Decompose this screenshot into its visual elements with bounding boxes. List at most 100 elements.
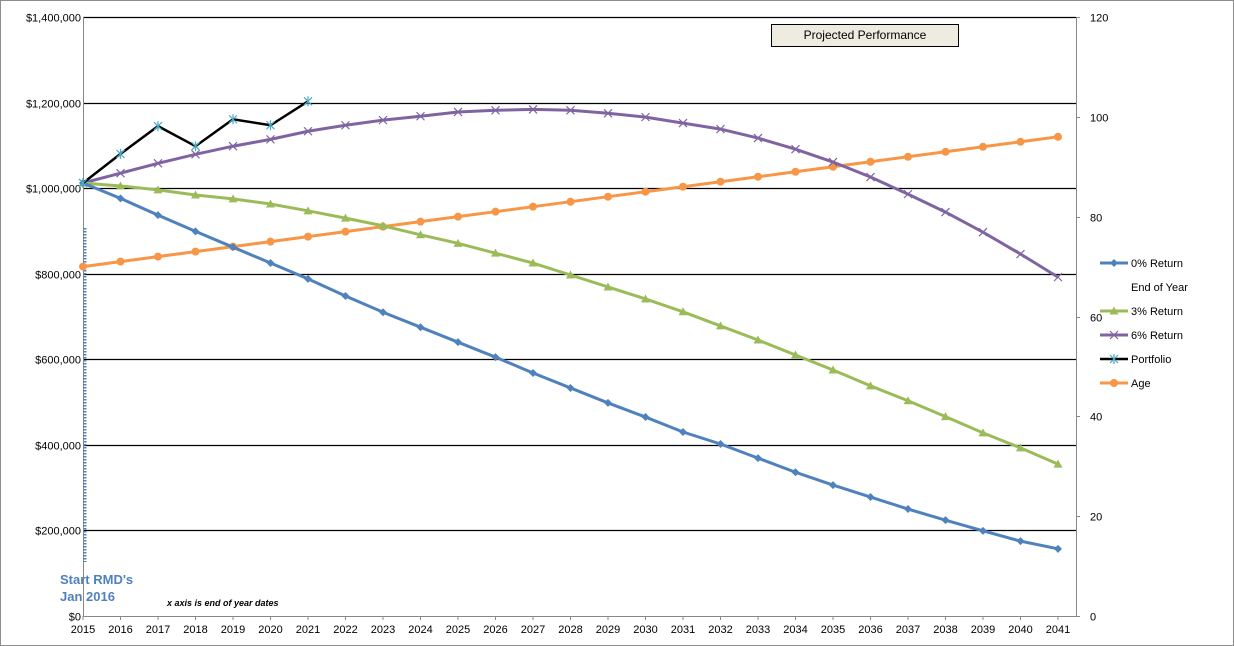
y-right-tick: 20: [1090, 512, 1102, 524]
legend-label: 6% Return: [1131, 330, 1183, 342]
x-tick: 2041: [1046, 624, 1070, 636]
triangle-marker: [641, 294, 650, 303]
y-left-tick: $800,000: [35, 270, 81, 282]
legend-label: Portfolio: [1131, 354, 1171, 366]
y-left-tick: $200,000: [35, 526, 81, 538]
circle-marker: [341, 227, 350, 236]
y-left-tick: $1,200,000: [26, 99, 81, 111]
star-marker: [78, 178, 88, 189]
x-marker: [603, 108, 613, 118]
circle-marker: [754, 172, 762, 181]
y-left-tick: $1,400,000: [26, 13, 81, 25]
x-tick: 2031: [671, 624, 695, 636]
x-marker: [941, 207, 950, 217]
triangle-marker: [153, 185, 163, 194]
triangle-marker: [716, 321, 725, 330]
x-marker: [378, 115, 388, 125]
series-line: [82, 181, 1059, 466]
triangle-marker: [603, 282, 613, 291]
diamond-marker: [1054, 544, 1062, 553]
rmd-annotation: Start RMD's Jan 2016: [60, 571, 133, 605]
x-tick: 2037: [896, 624, 920, 636]
x-tick: 2017: [146, 624, 170, 636]
triangle-marker: [866, 381, 875, 390]
triangle-marker: [791, 350, 800, 359]
x-marker: [791, 144, 800, 154]
diamond-marker: [1016, 537, 1025, 546]
triangle-marker: [1016, 443, 1025, 452]
y-left-tick: $400,000: [35, 441, 81, 453]
circle-marker: [904, 152, 912, 161]
series-3-return[interactable]: [78, 178, 1063, 468]
legend-label: End of Year: [1131, 282, 1188, 294]
diamond-marker: [904, 505, 912, 514]
series-age[interactable]: [79, 132, 1062, 271]
circle-marker: [604, 192, 612, 201]
x-axis-note: x axis is end of year dates: [167, 598, 279, 608]
x-tick: 2028: [558, 624, 582, 636]
series-line: [82, 107, 1059, 279]
star-marker: [1109, 354, 1119, 364]
circle-marker: [641, 187, 650, 196]
triangle-marker: [378, 221, 388, 230]
series-6-return[interactable]: [78, 104, 1063, 282]
x-marker: [1053, 272, 1063, 282]
x-marker: [228, 141, 238, 151]
triangle-marker: [116, 181, 125, 190]
circle-marker: [79, 262, 87, 271]
diamond-marker: [266, 259, 275, 268]
y-left-tick: $1,000,000: [26, 184, 81, 196]
triangle-marker: [1053, 459, 1063, 468]
x-marker: [866, 172, 875, 182]
legend-item[interactable]: Age: [1100, 378, 1151, 390]
triangle-marker: [416, 230, 425, 239]
y-left-tick: $0: [69, 612, 81, 624]
series-portfolio[interactable]: [78, 96, 313, 189]
rmd-annotation-line2: Jan 2016: [60, 589, 115, 604]
diamond-marker: [454, 338, 462, 347]
x-marker: [753, 133, 763, 143]
legend-item[interactable]: End of Year: [1131, 282, 1188, 294]
legend-item[interactable]: Portfolio: [1100, 354, 1171, 366]
x-tick: 2033: [746, 624, 770, 636]
circle-marker: [866, 157, 875, 166]
legend-item[interactable]: 6% Return: [1100, 330, 1183, 342]
x-marker: [341, 120, 350, 130]
x-tick: 2039: [971, 624, 995, 636]
x-tick: 2035: [821, 624, 845, 636]
y-right-tick: 60: [1090, 313, 1102, 325]
diamond-marker: [866, 493, 875, 502]
x-tick: 2023: [371, 624, 395, 636]
diamond-marker: [941, 516, 950, 525]
chart-title[interactable]: Projected Performance: [771, 24, 959, 47]
diamond-marker: [979, 526, 987, 535]
diamond-marker: [566, 383, 575, 392]
circle-marker: [716, 177, 725, 186]
diamond-marker: [154, 211, 162, 220]
x-marker: [191, 149, 200, 159]
diamond-marker: [529, 368, 537, 377]
x-marker: [566, 105, 575, 115]
x-marker: [828, 157, 838, 167]
x-tick: 2019: [221, 624, 245, 636]
triangle-marker: [978, 428, 988, 437]
circle-marker: [979, 142, 987, 151]
x-tick: 2025: [446, 624, 470, 636]
x-marker: [903, 189, 913, 199]
circle-marker: [1110, 379, 1118, 387]
x-tick: 2016: [108, 624, 132, 636]
y-right-tick: 0: [1090, 612, 1096, 624]
diamond-marker: [679, 428, 687, 437]
x-tick: 2026: [483, 624, 507, 636]
star-marker: [228, 114, 238, 125]
diamond-marker: [491, 353, 500, 362]
diamond-marker: [604, 398, 612, 407]
x-marker: [528, 104, 538, 114]
series-0-return[interactable]: [79, 179, 1062, 553]
legend-item[interactable]: 0% Return: [1100, 258, 1183, 270]
circle-marker: [1016, 137, 1025, 146]
x-marker: [116, 168, 125, 178]
diamond-marker: [416, 323, 425, 332]
legend-item[interactable]: 3% Return: [1100, 306, 1183, 318]
x-marker: [153, 158, 163, 168]
